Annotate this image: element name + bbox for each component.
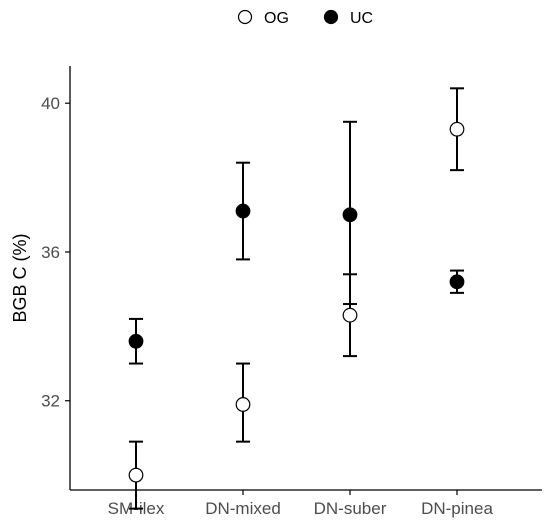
x-tick-label: DN-pinea	[421, 499, 493, 518]
legend-og-marker	[237, 9, 253, 25]
y-tick-label: 36	[41, 243, 60, 262]
legend-og-label: OG	[264, 10, 289, 27]
y-tick-label: 32	[41, 392, 60, 411]
data-marks	[128, 87, 465, 510]
x-tick-label: DN-mixed	[205, 499, 281, 518]
y-axis-title: BGB C (%)	[10, 233, 30, 322]
og-point	[449, 121, 465, 137]
legend-uc-marker	[323, 9, 339, 25]
og-point	[128, 467, 144, 483]
og-point	[342, 307, 358, 323]
og-point	[235, 397, 251, 412]
y-ticks: 32 36 40	[41, 94, 70, 411]
y-tick-label: 40	[41, 94, 60, 113]
uc-point	[449, 274, 465, 290]
uc-point	[128, 333, 144, 349]
uc-point	[235, 203, 251, 219]
x-tick-label: DN-suber	[314, 499, 387, 518]
legend: OG UC	[237, 9, 373, 27]
uc-point	[342, 207, 358, 223]
legend-uc-label: UC	[350, 10, 373, 27]
